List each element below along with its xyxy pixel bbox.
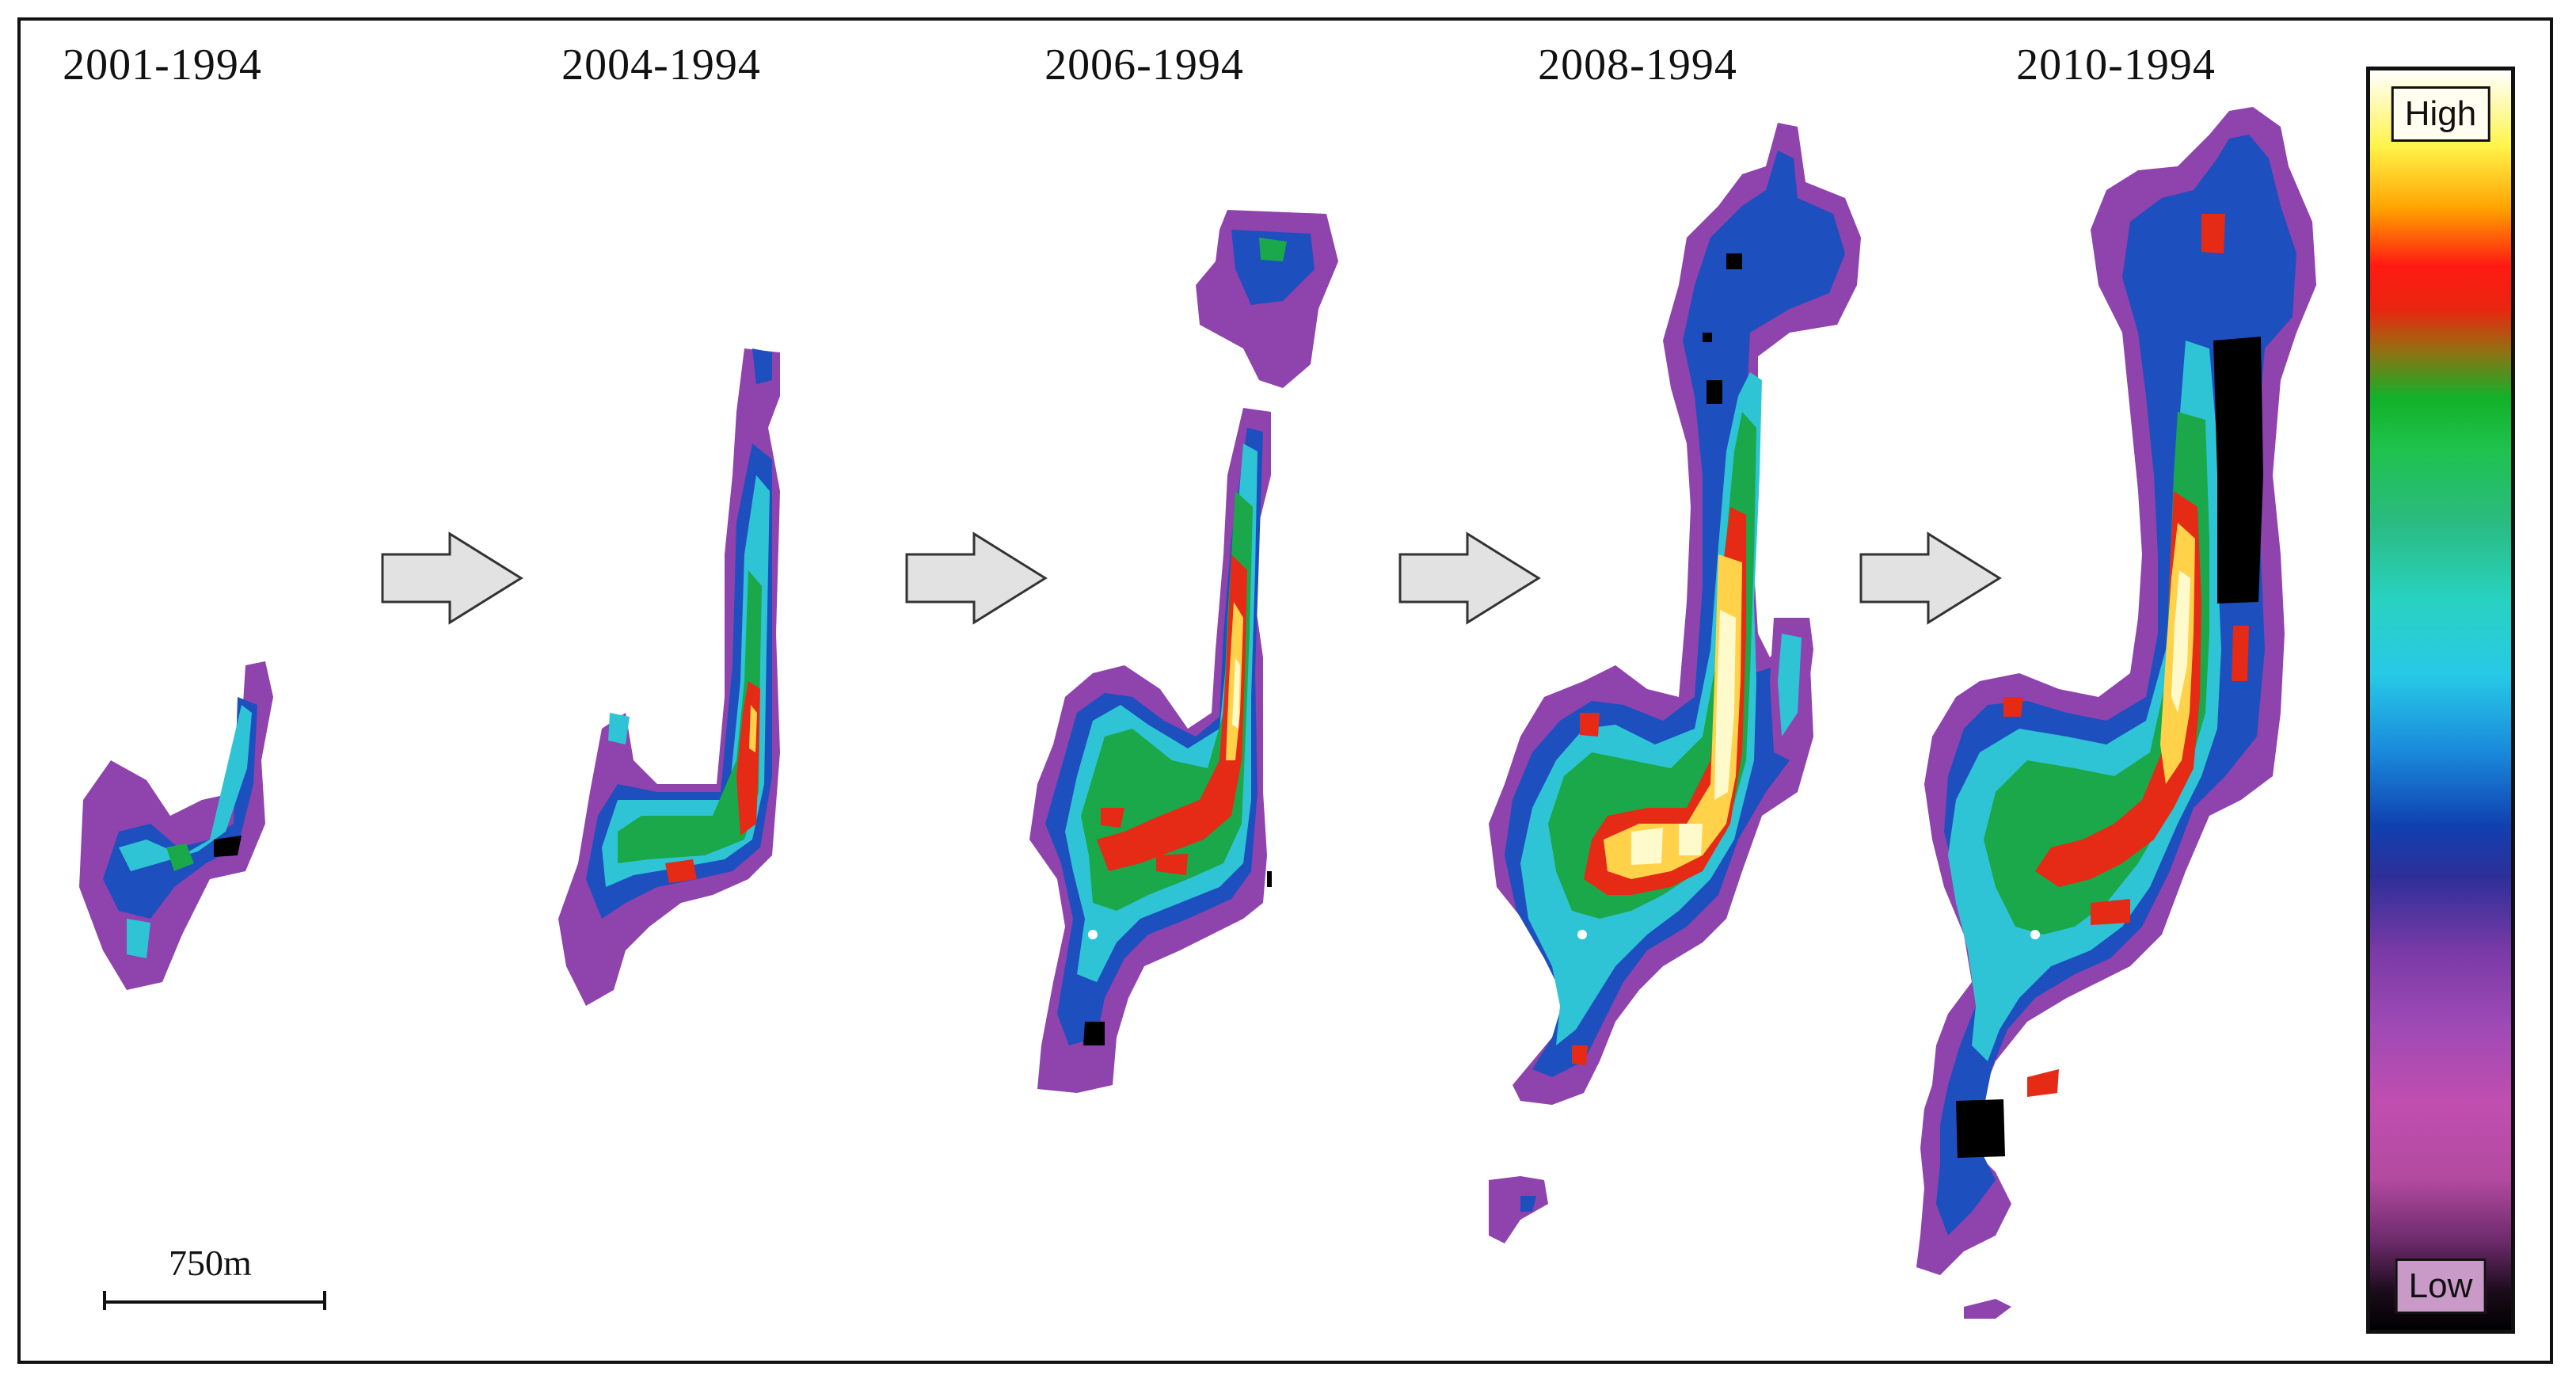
arrow-right-icon	[381, 531, 523, 625]
legend-gradient	[2370, 70, 2511, 1330]
legend-low-label: Low	[2395, 1258, 2487, 1314]
map-2006-1994	[1029, 210, 1338, 1093]
legend-high-label: High	[2391, 86, 2490, 142]
panel-title-2004: 2004-1994	[561, 40, 761, 89]
map-2004-1994	[558, 348, 780, 1006]
scale-bar-tick-left	[103, 1291, 106, 1310]
panel-title-2008: 2008-1994	[1538, 40, 1737, 89]
color-legend: High Low	[2366, 67, 2515, 1334]
arrow-right-icon	[1398, 531, 1541, 625]
map-2001-1994	[79, 661, 273, 990]
arrow-right-icon	[905, 531, 1048, 625]
map-2010-1994	[1916, 107, 2316, 1319]
time-arrows	[381, 531, 2002, 625]
scale-bar-label: 750m	[169, 1243, 252, 1283]
panel-title-2001: 2001-1994	[63, 40, 262, 89]
map-2008-1994	[1489, 123, 1861, 1243]
scale-bar-tick-right	[323, 1291, 326, 1310]
panel-title-2006: 2006-1994	[1044, 40, 1244, 89]
panel-title-2010: 2010-1994	[2016, 40, 2216, 89]
scale-bar	[103, 1300, 326, 1304]
arrow-right-icon	[1859, 531, 2002, 625]
